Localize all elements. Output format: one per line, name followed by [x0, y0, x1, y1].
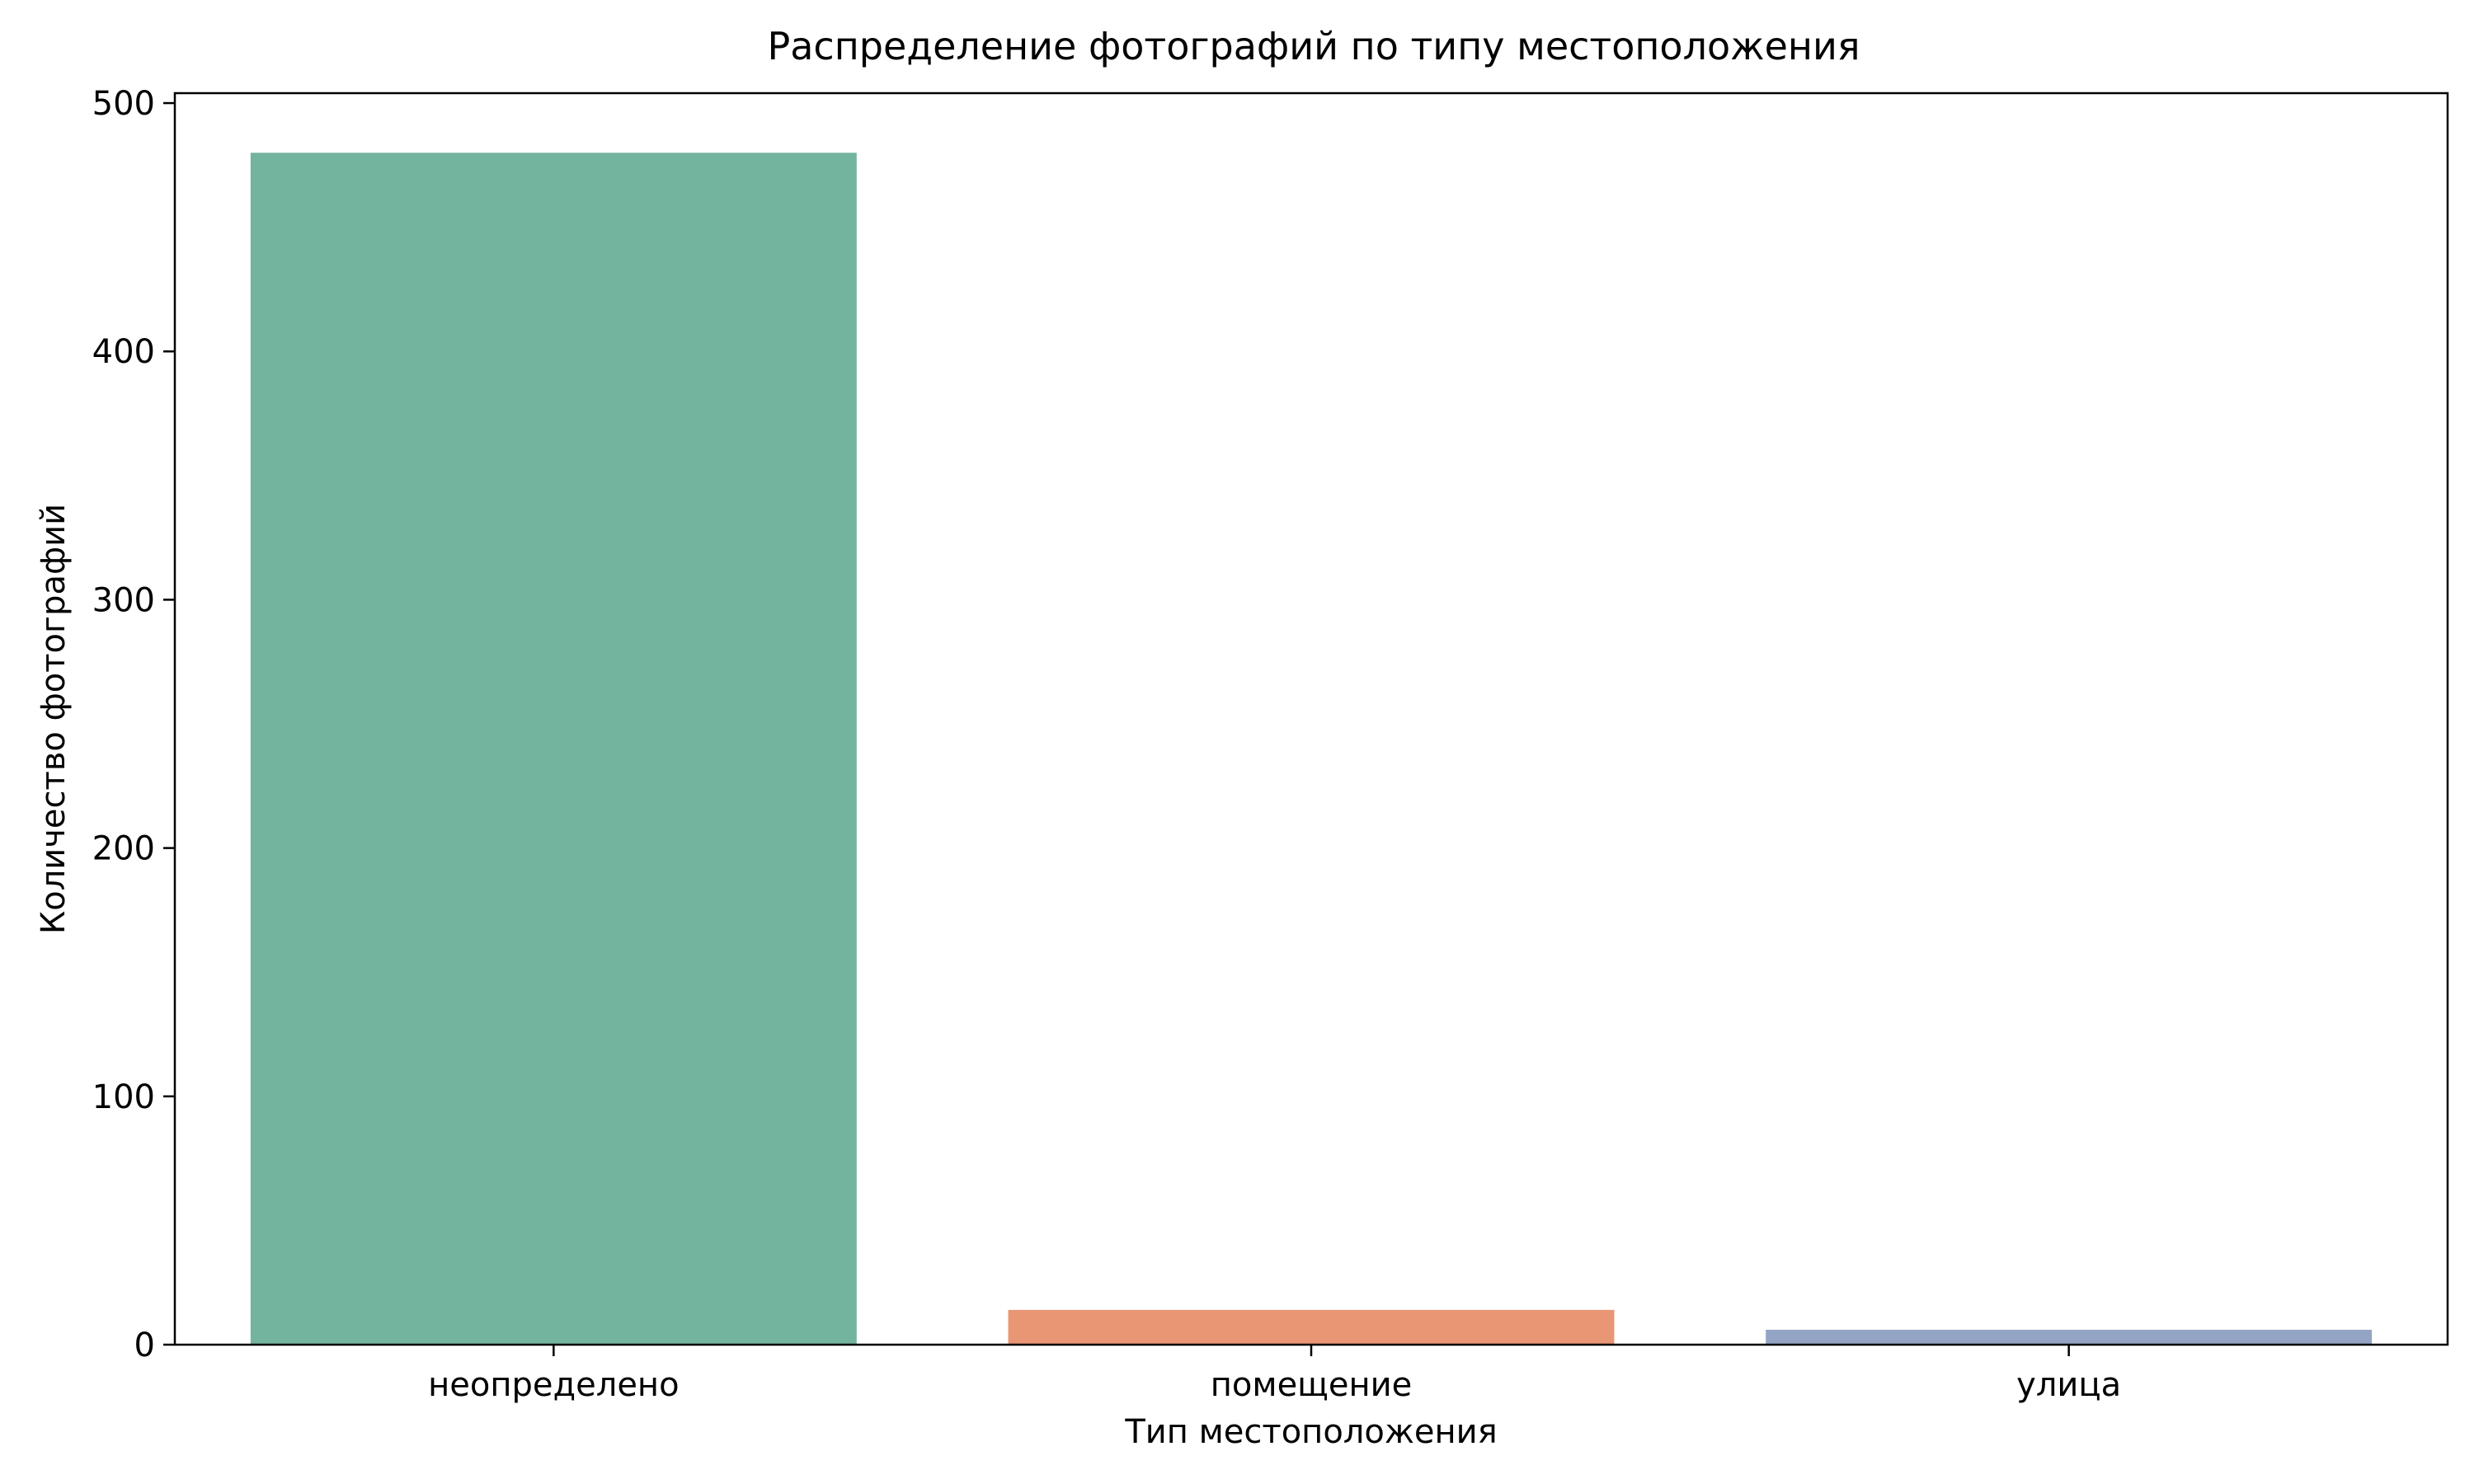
y-tick-label: 0 — [134, 1327, 155, 1364]
y-tick-label: 400 — [92, 333, 155, 371]
x-tick-label: помещение — [1211, 1366, 1412, 1404]
chart-title: Распределение фотографий по типу местопо… — [767, 24, 1860, 68]
x-axis-ticks: неопределено помещение улица — [428, 1345, 2121, 1404]
bars-group — [250, 153, 2373, 1345]
x-tick-label: улица — [2016, 1366, 2121, 1404]
bar-0 — [250, 153, 857, 1345]
y-tick-label: 100 — [92, 1078, 155, 1116]
bar-2 — [1766, 1329, 2373, 1345]
x-tick-label: неопределено — [428, 1366, 679, 1404]
bar-1 — [1008, 1309, 1615, 1345]
y-tick-label: 500 — [92, 85, 155, 123]
y-tick-label: 300 — [92, 581, 155, 619]
y-axis-ticks: 0 100 200 300 400 500 — [92, 85, 175, 1364]
y-axis-label: Количество фотографий — [35, 504, 73, 934]
y-tick-label: 200 — [92, 830, 155, 868]
x-axis-label: Тип местоположения — [1124, 1413, 1497, 1451]
